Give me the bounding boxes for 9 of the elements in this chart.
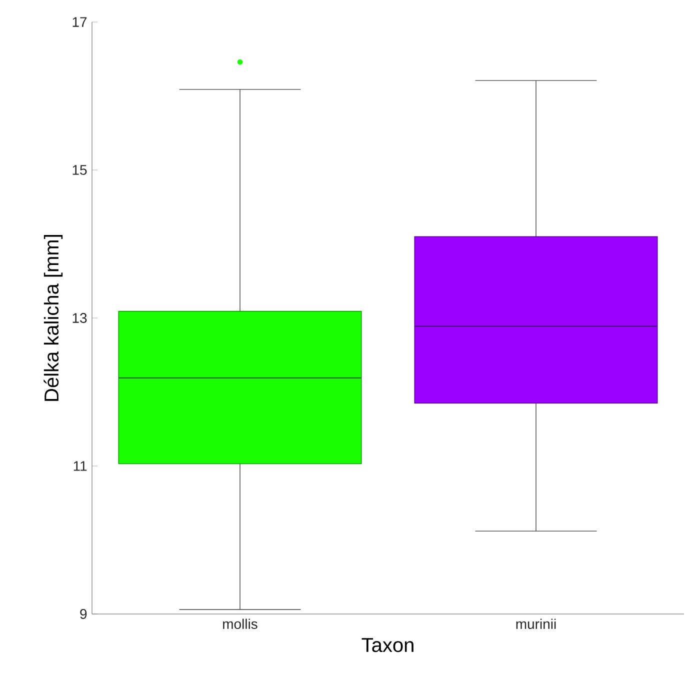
y-tick-label: 13 xyxy=(72,313,87,323)
x-tick-label: mollis xyxy=(223,618,258,629)
x-tick-label: murinii xyxy=(516,618,556,629)
x-axis-title: Taxon xyxy=(362,638,414,652)
y-axis-title: Délka kalicha [mm] xyxy=(44,235,63,401)
y-tick-label: 15 xyxy=(72,165,87,175)
y-tick-label: 9 xyxy=(80,609,87,619)
y-tick-label: 17 xyxy=(72,17,87,27)
y-tick-label: 11 xyxy=(74,461,87,471)
